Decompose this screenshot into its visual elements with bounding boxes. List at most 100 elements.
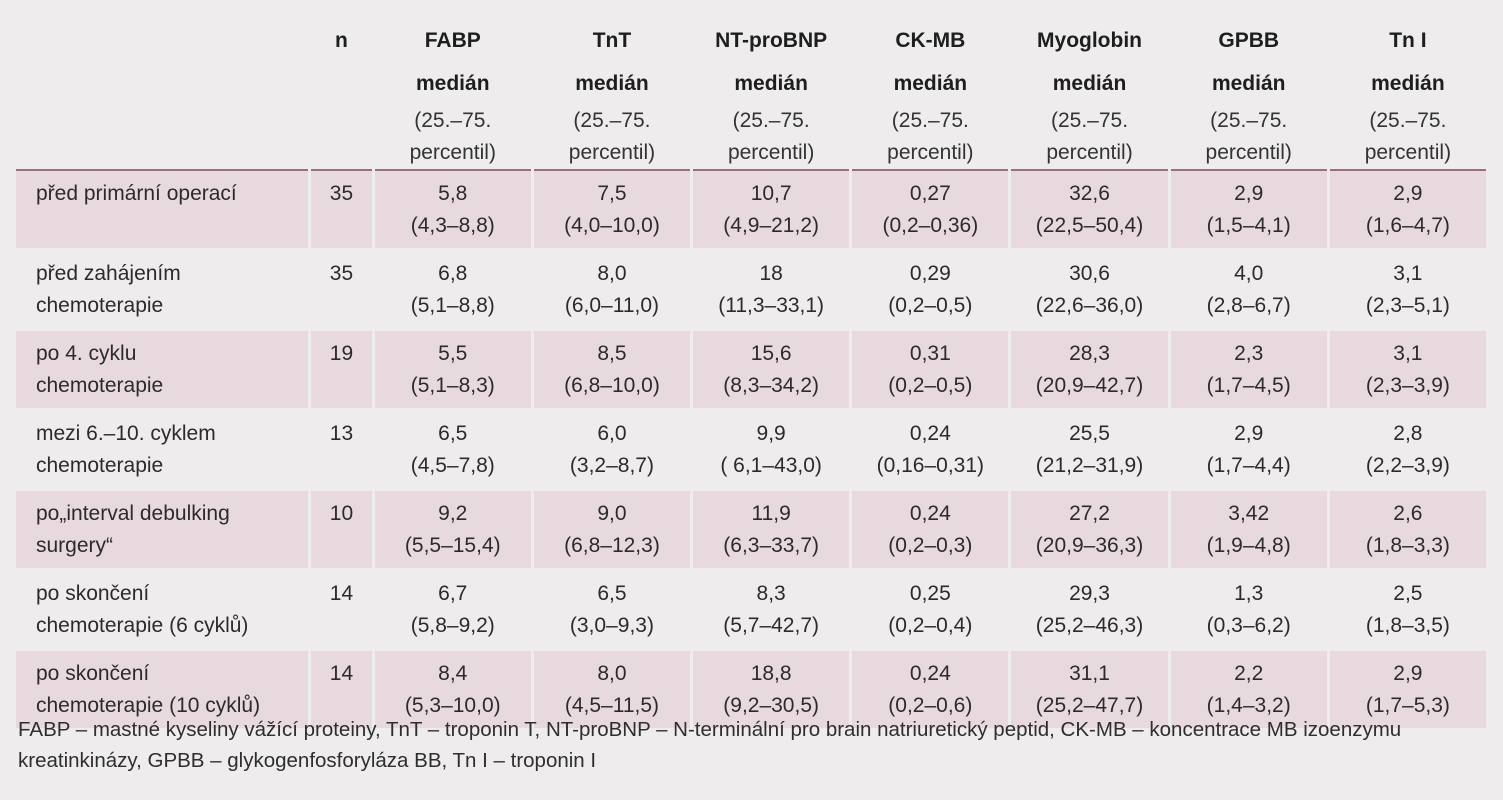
row-label: po skončení chemoterapie (10 cyklů)	[16, 651, 309, 731]
table-body: před primární operací 35 5,8 (4,3–8,8) 7…	[16, 171, 1486, 731]
cell-nt-probnp: 18,8 (9,2–30,5)	[693, 651, 850, 731]
cell-tnt: 8,0 (4,5–11,5)	[533, 651, 691, 731]
header-percentile-label: (25.–75. percentil)	[887, 109, 974, 164]
header-col-name: NT-proBNP	[715, 29, 828, 52]
header-percentile-label: (25.–75. percentil)	[1205, 109, 1292, 164]
header-tn-i: Tn I medián (25.–75. percentil)	[1329, 15, 1486, 171]
header-median-label: medián	[1052, 72, 1127, 95]
cell-gpbb: 2,3 (1,7–4,5)	[1170, 331, 1327, 411]
cell-tn-i: 3,1 (2,3–5,1)	[1329, 251, 1486, 331]
table-row: před zahájením chemoterapie 35 6,8 (5,1–…	[16, 251, 1486, 331]
cell-nt-probnp: 10,7 (4,9–21,2)	[693, 171, 850, 251]
cell-myoglobin: 31,1 (25,2–47,7)	[1011, 651, 1168, 731]
cell-myoglobin: 30,6 (22,6–36,0)	[1011, 251, 1168, 331]
row-n: 14	[311, 651, 372, 731]
cell-gpbb: 2,9 (1,7–4,4)	[1170, 411, 1327, 491]
row-n: 13	[311, 411, 372, 491]
header-median-label: medián	[1371, 72, 1445, 95]
cell-fabp: 6,8 (5,1–8,8)	[374, 251, 531, 331]
header-percentile-label: (25.–75. percentil)	[727, 109, 815, 164]
cell-myoglobin: 28,3 (20,9–42,7)	[1011, 331, 1168, 411]
cell-nt-probnp: 11,9 (6,3–33,7)	[693, 491, 850, 571]
cell-tn-i: 2,5 (1,8–3,5)	[1329, 571, 1486, 651]
cell-nt-probnp: 9,9 ( 6,1–43,0)	[693, 411, 850, 491]
row-label: před primární operací	[16, 171, 309, 251]
header-n: n	[311, 15, 372, 171]
header-percentile-label: (25.–75. percentil)	[1364, 109, 1452, 164]
cell-fabp: 5,8 (4,3–8,8)	[374, 171, 531, 251]
header-col-name: TnT	[592, 29, 632, 52]
header-fabp: FABP medián (25.–75. percentil)	[374, 15, 531, 171]
header-median-label: medián	[734, 72, 808, 95]
cell-myoglobin: 32,6 (22,5–50,4)	[1011, 171, 1168, 251]
cell-ck-mb: 0,24 (0,2–0,3)	[852, 491, 1009, 571]
cell-ck-mb: 0,29 (0,2–0,5)	[852, 251, 1009, 331]
header-col-name: CK-MB	[895, 29, 966, 52]
table-header-row: n FABP medián (25.–75. percentil) TnT me…	[16, 15, 1486, 171]
cell-tn-i: 2,9 (1,7–5,3)	[1329, 651, 1486, 731]
cell-tnt: 8,0 (6,0–11,0)	[533, 251, 691, 331]
cell-tn-i: 2,6 (1,8–3,3)	[1329, 491, 1486, 571]
row-n: 19	[311, 331, 372, 411]
cell-gpbb: 2,2 (1,4–3,2)	[1170, 651, 1327, 731]
row-n: 10	[311, 491, 372, 571]
cell-fabp: 8,4 (5,3–10,0)	[374, 651, 531, 731]
table-row: před primární operací 35 5,8 (4,3–8,8) 7…	[16, 171, 1486, 251]
cell-ck-mb: 0,27 (0,2–0,36)	[852, 171, 1009, 251]
row-label: po 4. cyklu chemoterapie	[16, 331, 309, 411]
table-footnote: FABP – mastné kyseliny vážící proteiny, …	[18, 718, 1402, 772]
header-ck-mb: CK-MB medián (25.–75. percentil)	[852, 15, 1009, 171]
header-col-name: GPBB	[1218, 29, 1280, 52]
cell-nt-probnp: 18 (11,3–33,1)	[693, 251, 850, 331]
row-n: 35	[311, 171, 372, 251]
cell-ck-mb: 0,24 (0,16–0,31)	[852, 411, 1009, 491]
row-label: mezi 6.–10. cyklem chemoterapie	[16, 411, 309, 491]
cell-gpbb: 3,42 (1,9–4,8)	[1170, 491, 1327, 571]
table-row: po 4. cyklu chemoterapie 19 5,5 (5,1–8,3…	[16, 331, 1486, 411]
table-row: mezi 6.–10. cyklem chemoterapie 13 6,5 (…	[16, 411, 1486, 491]
cell-tn-i: 2,9 (1,6–4,7)	[1329, 171, 1486, 251]
header-percentile-label: (25.–75. percentil)	[568, 109, 656, 164]
header-col-name: FABP	[424, 29, 481, 52]
row-label: po skončení chemoterapie (6 cyklů)	[16, 571, 309, 651]
header-median-label: medián	[575, 72, 649, 95]
row-label: po„interval debulking surgery“	[16, 491, 309, 571]
cell-tnt: 9,0 (6,8–12,3)	[533, 491, 691, 571]
cell-ck-mb: 0,31 (0,2–0,5)	[852, 331, 1009, 411]
table-row: po„interval debulking surgery“ 10 9,2 (5…	[16, 491, 1486, 571]
cell-nt-probnp: 15,6 (8,3–34,2)	[693, 331, 850, 411]
header-gpbb: GPBB medián (25.–75. percentil)	[1170, 15, 1327, 171]
cell-tnt: 7,5 (4,0–10,0)	[533, 171, 691, 251]
header-myoglobin: Myoglobin medián (25.–75. percentil)	[1011, 15, 1168, 171]
cell-fabp: 6,7 (5,8–9,2)	[374, 571, 531, 651]
row-label: před zahájením chemoterapie	[16, 251, 309, 331]
cell-gpbb: 4,0 (2,8–6,7)	[1170, 251, 1327, 331]
cell-fabp: 9,2 (5,5–15,4)	[374, 491, 531, 571]
header-col-name: Tn I	[1389, 29, 1427, 52]
header-percentile-label: (25.–75. percentil)	[1046, 109, 1133, 164]
table-row: po skončení chemoterapie (6 cyklů) 14 6,…	[16, 571, 1486, 651]
cell-tn-i: 3,1 (2,3–3,9)	[1329, 331, 1486, 411]
header-median-label: medián	[1211, 72, 1286, 95]
cell-gpbb: 2,9 (1,5–4,1)	[1170, 171, 1327, 251]
cell-ck-mb: 0,24 (0,2–0,6)	[852, 651, 1009, 731]
row-n: 14	[311, 571, 372, 651]
cell-tnt: 6,0 (3,2–8,7)	[533, 411, 691, 491]
header-median-label: medián	[893, 72, 968, 95]
header-col-name: Myoglobin	[1037, 29, 1142, 52]
cell-nt-probnp: 8,3 (5,7–42,7)	[693, 571, 850, 651]
cell-myoglobin: 27,2 (20,9–36,3)	[1011, 491, 1168, 571]
row-n: 35	[311, 251, 372, 331]
table-row: po skončení chemoterapie (10 cyklů) 14 8…	[16, 651, 1486, 731]
header-empty-cell	[16, 15, 309, 171]
cell-fabp: 5,5 (5,1–8,3)	[374, 331, 531, 411]
cell-myoglobin: 25,5 (21,2–31,9)	[1011, 411, 1168, 491]
header-tnt: TnT medián (25.–75. percentil)	[533, 15, 691, 171]
header-percentile-label: (25.–75. percentil)	[409, 109, 496, 164]
cell-gpbb: 1,3 (0,3–6,2)	[1170, 571, 1327, 651]
cell-tnt: 6,5 (3,0–9,3)	[533, 571, 691, 651]
header-nt-probnp: NT-proBNP medián (25.–75. percentil)	[693, 15, 850, 171]
cell-tn-i: 2,8 (2,2–3,9)	[1329, 411, 1486, 491]
header-median-label: medián	[416, 72, 490, 95]
